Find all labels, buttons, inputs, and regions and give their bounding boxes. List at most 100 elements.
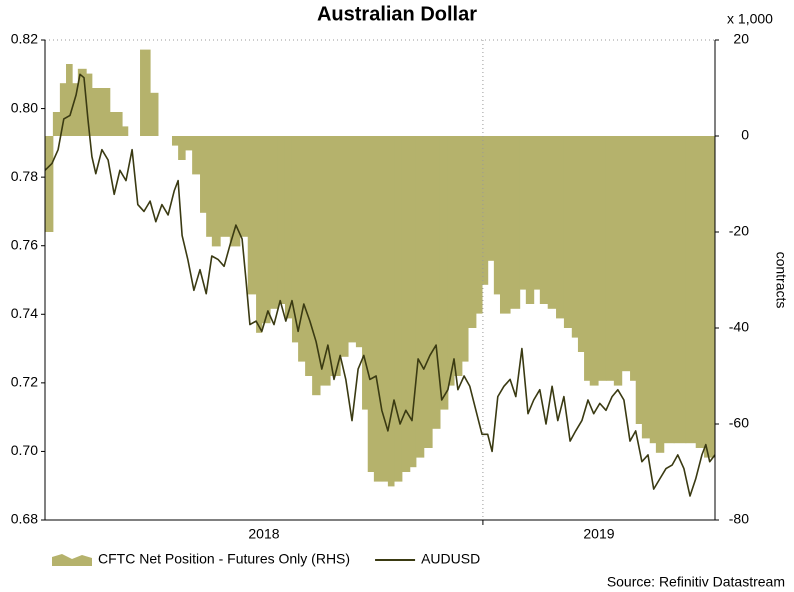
y-tick-label: 0.80 xyxy=(11,99,38,115)
area-step xyxy=(270,136,279,309)
area-step xyxy=(641,136,651,439)
area-step xyxy=(547,136,557,309)
area-step xyxy=(178,136,186,160)
area-step xyxy=(298,136,306,362)
area-step xyxy=(206,136,213,237)
area-step xyxy=(704,136,716,458)
area-step xyxy=(261,136,271,324)
area-step xyxy=(77,68,87,136)
area-step xyxy=(584,136,591,381)
area-step xyxy=(468,136,477,328)
area-step xyxy=(320,136,331,386)
area-step xyxy=(539,136,549,304)
area-step xyxy=(613,136,623,386)
y-tick-label: 0.68 xyxy=(11,511,38,527)
area-step xyxy=(663,136,675,444)
y2-tick-label: -80 xyxy=(729,511,749,527)
area-step xyxy=(52,112,61,136)
area-step xyxy=(571,136,579,338)
area-step xyxy=(685,136,697,444)
area-step xyxy=(277,136,286,304)
area-step xyxy=(109,112,123,136)
y-tick-label: 0.82 xyxy=(11,31,38,47)
area-step xyxy=(563,136,573,328)
area-step xyxy=(493,136,501,295)
area-step xyxy=(635,136,643,424)
area-step xyxy=(432,136,441,429)
area-step xyxy=(247,136,257,295)
legend-swatch xyxy=(52,554,92,566)
area-step xyxy=(373,136,383,482)
y2-tick-label: -20 xyxy=(729,223,749,239)
area-step xyxy=(598,136,607,381)
source-note: Source: Refinitiv Datastream xyxy=(607,574,785,590)
area-step xyxy=(487,136,495,261)
area-step xyxy=(589,136,599,386)
y2-tick-label: -40 xyxy=(729,319,749,335)
area-step xyxy=(461,136,469,362)
area-step xyxy=(475,136,483,314)
area-step xyxy=(630,136,637,381)
area-step xyxy=(171,136,179,146)
area-step xyxy=(312,136,321,396)
area-step xyxy=(655,136,665,453)
area-step xyxy=(673,136,687,444)
y-tick-label: 0.76 xyxy=(11,236,38,252)
x-tick-label: 2018 xyxy=(248,526,279,542)
area-step xyxy=(381,136,389,482)
area-step xyxy=(330,136,341,376)
area-step xyxy=(91,88,101,136)
y-tick-label: 0.78 xyxy=(11,168,38,184)
y2-axis-label: contracts xyxy=(773,252,789,309)
area-step xyxy=(415,136,425,458)
area-step xyxy=(556,136,565,319)
y-tick-label: 0.70 xyxy=(11,442,38,458)
area-step xyxy=(140,49,151,136)
area-step xyxy=(533,136,541,290)
area-step xyxy=(355,136,363,348)
area-step xyxy=(59,83,67,136)
area-step xyxy=(340,136,349,357)
area-step xyxy=(499,136,511,314)
legend-label: CFTC Net Position - Futures Only (RHS) xyxy=(98,551,350,567)
area-step xyxy=(439,136,449,410)
area-step xyxy=(229,136,241,247)
area-step xyxy=(394,136,403,482)
area-step xyxy=(649,136,657,444)
chart-title: Australian Dollar xyxy=(317,3,477,25)
y-tick-label: 0.74 xyxy=(11,305,38,321)
area-step xyxy=(284,136,293,319)
area-step xyxy=(256,136,263,333)
area-step xyxy=(605,136,615,381)
area-step xyxy=(447,136,455,386)
area-step xyxy=(192,136,201,175)
area-step xyxy=(100,88,111,136)
area-step xyxy=(185,136,193,151)
area-step xyxy=(695,136,705,448)
area-step xyxy=(577,136,585,352)
area-step xyxy=(122,126,129,136)
area-step xyxy=(305,136,313,376)
x-tick-label: 2019 xyxy=(583,526,614,542)
area-step xyxy=(367,136,375,472)
area-step xyxy=(362,136,369,410)
y2-tick-label: 0 xyxy=(741,127,749,143)
area-step xyxy=(401,136,411,472)
area-step xyxy=(45,136,54,232)
area-step xyxy=(621,136,631,372)
y2-tick-label: -60 xyxy=(729,415,749,431)
area-step xyxy=(423,136,433,448)
area-step xyxy=(409,136,417,468)
y2-unit-label: x 1,000 xyxy=(727,11,773,27)
area-step xyxy=(150,92,159,136)
area-step xyxy=(211,136,221,247)
area-step xyxy=(72,83,79,136)
line-series xyxy=(44,73,716,497)
area-step xyxy=(519,136,527,290)
area-step xyxy=(482,136,489,285)
area-step xyxy=(200,136,207,213)
area-step xyxy=(239,136,249,237)
y2-tick-label: 20 xyxy=(733,31,749,47)
